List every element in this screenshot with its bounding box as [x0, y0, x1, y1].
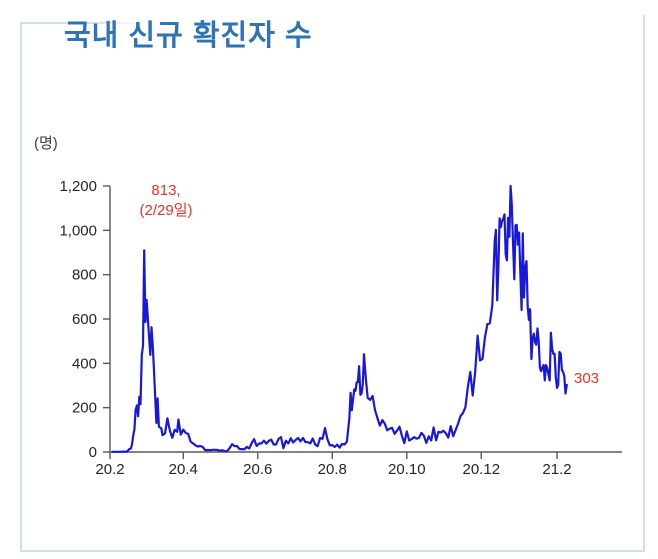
peak-annotation: 813, (2/29일)	[120, 181, 212, 221]
y-axis-tick-label: 600	[72, 311, 97, 328]
frame-border-top	[20, 22, 145, 24]
x-axis-tick-label: 20.6	[243, 461, 272, 478]
peak-annotation-date: (2/29일)	[139, 202, 193, 219]
line-chart-canvas: 0 200 400 600 800 1,000 1,200 20.2 20.4 20.6 20.8 2…	[59, 178, 622, 478]
line-chart: 0 200 400 600 800 1,000 1,200 20.2 20.4 20.6 20.8 2…	[59, 178, 622, 478]
page-title: 국내 신규 확진자 수	[64, 20, 313, 52]
y-axis-tick-label: 0	[89, 444, 97, 461]
frame-border-bottom	[20, 550, 645, 552]
x-axis-tick-label: 20.8	[318, 461, 347, 478]
y-axis-tick-label: 1,200	[59, 178, 97, 195]
y-axis-tick-label: 1,000	[59, 222, 97, 239]
x-axis-tick-label: 20.12	[463, 461, 501, 478]
daily-cases-line	[111, 184, 568, 453]
y-axis-unit-label: (명)	[34, 135, 58, 152]
x-axis-tick-label: 20.10	[388, 461, 426, 478]
y-axis-tick-label: 400	[72, 355, 97, 372]
peak-annotation-value: 813,	[151, 182, 181, 199]
x-axis-tick-label: 21.2	[542, 461, 571, 478]
x-axis-tick-label: 20.4	[169, 461, 198, 478]
frame-border-right	[643, 15, 645, 552]
latest-value-annotation: 303	[574, 370, 600, 387]
x-axis-tick-label: 20.2	[95, 461, 124, 478]
frame-border-left	[20, 22, 22, 551]
y-axis-tick-label: 800	[72, 267, 97, 284]
y-axis-tick-label: 200	[72, 400, 97, 417]
